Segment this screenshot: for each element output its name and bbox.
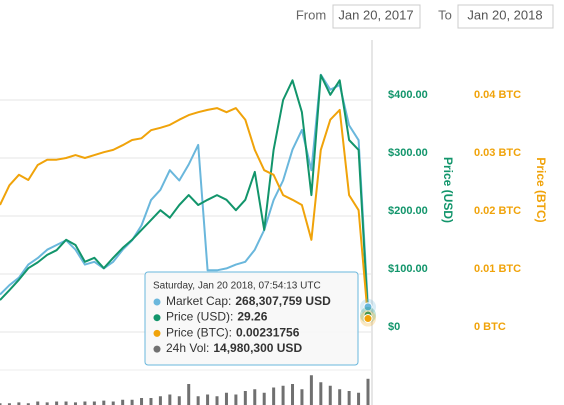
volume-bar <box>26 403 30 405</box>
tooltip-value: 29.26 <box>237 310 267 324</box>
volume-bar <box>64 401 68 405</box>
volume-bar <box>73 402 77 405</box>
tooltip-value: 0.00231756 <box>236 326 300 340</box>
volume-bar <box>281 385 285 405</box>
y2-tick-label: 0 BTC <box>474 321 506 333</box>
volume-bar <box>300 389 304 405</box>
tooltip-item: 24h Vol: 14,980,300 USD <box>166 341 302 355</box>
volume-bar <box>272 387 276 405</box>
y-tick-label: $300.00 <box>388 147 428 159</box>
volume-bar <box>45 402 49 405</box>
tooltip-value: 14,980,300 USD <box>213 341 302 355</box>
tooltip-value: 268,307,759 USD <box>235 294 331 308</box>
tooltip-label: 24h Vol: <box>166 341 209 355</box>
volume-bar <box>328 385 332 405</box>
from-value[interactable]: Jan 20, 2017 <box>338 7 413 22</box>
volume-bar <box>196 396 200 405</box>
y-axis-title: Price (USD) <box>441 157 455 223</box>
tooltip-item: Price (USD): 29.26 <box>166 310 268 324</box>
volume-bar <box>111 401 115 405</box>
volume-bar <box>234 394 238 405</box>
volume-bar <box>55 401 59 405</box>
tooltip-date: Saturday, Jan 20 2018, 07:54:13 UTC <box>153 281 321 292</box>
y2-tick-label: 0.02 BTC <box>474 205 521 217</box>
volume-bar <box>224 392 228 405</box>
volume-bar <box>130 399 134 405</box>
tooltip: Saturday, Jan 20 2018, 07:54:13 UTC Marke… <box>144 271 359 366</box>
to-value[interactable]: Jan 20, 2018 <box>467 7 542 22</box>
volume-bar <box>0 403 2 405</box>
volume-bar <box>291 384 295 405</box>
from-label: From <box>296 7 326 22</box>
tooltip-label: Price (BTC): <box>166 326 232 340</box>
volume-bar <box>36 401 40 405</box>
hover-marker <box>363 314 373 324</box>
volume-bar <box>177 396 181 405</box>
from-input[interactable] <box>332 4 421 29</box>
volume-bar <box>121 399 125 405</box>
volume-bar <box>149 398 153 405</box>
volume-bar <box>309 375 313 405</box>
y2-axis-title: Price (BTC) <box>534 157 548 222</box>
volume-bar <box>357 392 361 405</box>
series-line <box>0 74 369 316</box>
tooltip-bullet <box>153 298 161 306</box>
tooltip-bullet <box>153 329 161 337</box>
volume-bar <box>140 398 144 405</box>
to-input[interactable] <box>457 4 554 29</box>
volume-bar <box>7 403 11 405</box>
volume-bar <box>17 402 21 405</box>
y-tick-label: $100.00 <box>388 263 428 275</box>
y2-tick-label: 0.01 BTC <box>474 263 521 275</box>
volume-bar <box>215 396 219 405</box>
volume-bar <box>92 401 96 405</box>
y-tick-label: $0 <box>388 321 400 333</box>
volume-bar <box>158 396 162 405</box>
y2-tick-label: 0.03 BTC <box>474 147 521 159</box>
volume-bar <box>338 389 342 405</box>
tooltip-bullet <box>153 314 161 322</box>
y2-tick-label: 0.04 BTC <box>474 89 521 101</box>
volume-bar <box>243 391 247 405</box>
volume-bar <box>253 389 257 405</box>
tooltip-label: Price (USD): <box>166 310 233 324</box>
volume-bar <box>366 378 370 405</box>
volume-bar <box>206 394 210 405</box>
tooltip-bullet <box>153 345 161 353</box>
volume-bar <box>102 400 106 405</box>
series-line <box>0 107 369 319</box>
tooltip-box <box>144 271 359 366</box>
volume-bar <box>187 384 191 405</box>
to-label: To <box>438 7 452 22</box>
volume-bar <box>262 392 266 405</box>
tooltip-label: Market Cap: <box>166 294 231 308</box>
volume-bar <box>347 391 351 405</box>
tooltip-item: Price (BTC): 0.00231756 <box>166 326 300 340</box>
y-tick-label: $400.00 <box>388 89 428 101</box>
tooltip-item: Market Cap: 268,307,759 USD <box>166 294 331 308</box>
volume-bar <box>319 382 323 405</box>
volume-bar <box>83 401 87 405</box>
y-tick-label: $200.00 <box>388 205 428 217</box>
volume-bar <box>168 394 172 405</box>
